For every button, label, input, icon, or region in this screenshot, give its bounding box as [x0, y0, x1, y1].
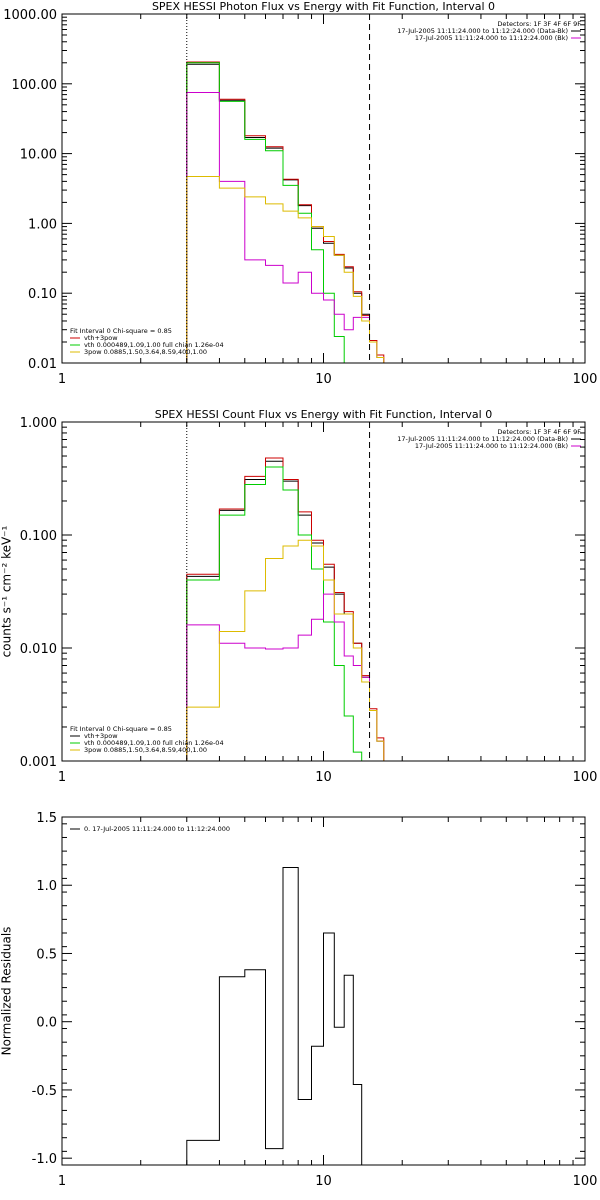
legend-right-entry: 17-Jul-2005 11:11:24.000 to 11:12:24.000… — [397, 27, 568, 35]
y-tick-label: 0.100 — [20, 529, 57, 544]
y-tick-label: 0.010 — [20, 642, 57, 657]
series-line-5 — [186, 539, 391, 761]
legend-left-title: Fit Interval 0 Chi-square = 0.85 — [70, 327, 172, 335]
chart-panel-3: Normalized Residuals 1 10 100 -1.0 -0.5 0.0 0.5… — [0, 811, 597, 1189]
y-tick-label: 0.01 — [28, 357, 57, 372]
plot-data — [186, 457, 391, 761]
plot-data — [186, 61, 385, 363]
legend-right-entry: 17-Jul-2005 11:11:24.000 to 11:12:24.000… — [415, 34, 568, 42]
x-tick-label: 1 — [58, 372, 66, 387]
y-tick-label: 1.000 — [20, 416, 57, 431]
y-tick-label: 1.00 — [28, 217, 57, 232]
x-tick-label: 10 — [315, 770, 332, 785]
y-tick-label: 0.5 — [36, 947, 57, 962]
y-tick-label: 1000.00 — [3, 8, 57, 23]
y-axis-label: counts s⁻¹ cm⁻² keV⁻¹ — [0, 525, 14, 657]
y-tick-label: -0.5 — [32, 1084, 57, 1099]
legend-left-entry: 0. 17-Jul-2005 11:11:24.000 to 11:12:24.… — [84, 825, 230, 833]
legend-right-title: Detectors: 1F 3F 4F 6F 9F — [497, 20, 581, 28]
series-line-3 — [186, 62, 345, 363]
y-tick-label: 1.5 — [36, 811, 57, 826]
x-tick-label: 100 — [573, 372, 598, 387]
x-tick-label: 1 — [58, 1174, 66, 1189]
legend-right-title: Detectors: 1F 3F 4F 6F 9F — [497, 428, 581, 436]
y-axis-label: Normalized Residuals — [0, 927, 14, 1056]
legend-left-entry: vth+3pow — [84, 732, 118, 740]
legend-left-entry: vth+3pow — [84, 334, 118, 342]
chart-title: SPEX HESSI Photon Flux vs Energy with Fi… — [152, 0, 495, 13]
series-line-2 — [186, 61, 385, 363]
y-tick-label: 1.0 — [36, 879, 57, 894]
series-line-2 — [186, 457, 391, 761]
legend-left-entry: 3pow 0.0885,1.50,3.64,8.59,400,1.00 — [84, 348, 207, 356]
y-tick-label: 0.001 — [20, 755, 57, 770]
series-line-1 — [186, 867, 363, 1165]
y-tick-label: 0.10 — [28, 287, 57, 302]
y-tick-label: 0.0 — [36, 1016, 57, 1031]
x-tick-label: 100 — [573, 770, 598, 785]
series-line-5 — [186, 176, 385, 363]
legend-left-entry: vth 0.000489,1.09,1.00 full chian 1.26e-… — [84, 739, 224, 747]
y-tick-label: 100.00 — [12, 78, 58, 93]
chart-panel-2: SPEX HESSI Count Flux vs Energy with Fit… — [0, 408, 597, 785]
plot-data — [186, 867, 363, 1165]
chart-title: SPEX HESSI Count Flux vs Energy with Fit… — [155, 408, 492, 421]
x-tick-label: 100 — [573, 1174, 598, 1189]
series-line-3 — [186, 466, 363, 761]
y-tick-label: 10.00 — [20, 148, 57, 163]
legend-left-title: Fit Interval 0 Chi-square = 0.85 — [70, 725, 172, 733]
legend-right-entry: 17-Jul-2005 11:11:24.000 to 11:12:24.000… — [397, 435, 568, 443]
legend-left-entry: vth 0.000489,1.09,1.00 full chian 1.26e-… — [84, 341, 224, 349]
chart-panel-1: SPEX HESSI Photon Flux vs Energy with Fi… — [3, 0, 597, 387]
x-tick-label: 10 — [315, 1174, 332, 1189]
x-tick-label: 10 — [315, 372, 332, 387]
x-tick-label: 1 — [58, 770, 66, 785]
legend-left-entry: 3pow 0.0885,1.50,3.64,8.59,400,1.00 — [84, 746, 207, 754]
y-tick-label: -1.0 — [32, 1152, 57, 1167]
legend-right-entry: 17-Jul-2005 11:11:24.000 to 11:12:24.000… — [415, 442, 568, 450]
